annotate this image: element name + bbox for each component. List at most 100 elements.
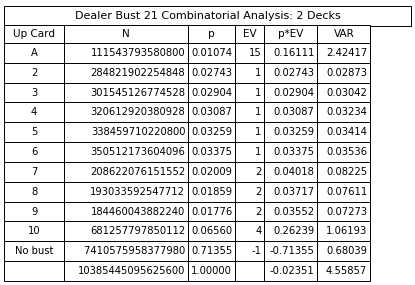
Bar bbox=[64, 83, 188, 103]
Text: 193033592547712: 193033592547712 bbox=[90, 187, 186, 197]
Bar bbox=[64, 25, 188, 43]
Bar bbox=[264, 241, 317, 261]
Bar bbox=[235, 43, 264, 63]
Bar bbox=[188, 221, 235, 241]
Text: -1: -1 bbox=[251, 246, 261, 256]
Bar bbox=[264, 142, 317, 162]
Text: 0.06560: 0.06560 bbox=[191, 226, 232, 237]
Text: 2: 2 bbox=[255, 167, 261, 177]
Text: 681257797850112: 681257797850112 bbox=[90, 226, 186, 237]
Bar bbox=[264, 63, 317, 83]
Bar bbox=[188, 122, 235, 142]
Text: 7: 7 bbox=[31, 167, 37, 177]
Bar bbox=[4, 43, 64, 63]
Text: 4: 4 bbox=[255, 226, 261, 237]
Text: 0.03536: 0.03536 bbox=[326, 147, 367, 157]
Bar bbox=[317, 241, 370, 261]
Bar bbox=[188, 43, 235, 63]
Text: 111543793580800: 111543793580800 bbox=[91, 48, 186, 58]
Bar bbox=[264, 261, 317, 281]
Text: 0.71355: 0.71355 bbox=[191, 246, 232, 256]
Text: 0.26239: 0.26239 bbox=[273, 226, 315, 237]
Text: 4: 4 bbox=[31, 107, 37, 117]
Text: 0.04018: 0.04018 bbox=[273, 167, 315, 177]
Bar bbox=[4, 162, 64, 182]
Text: Dealer Bust 21 Combinatorial Analysis: 2 Decks: Dealer Bust 21 Combinatorial Analysis: 2… bbox=[75, 11, 340, 21]
Text: 0.02904: 0.02904 bbox=[273, 87, 315, 97]
Text: VAR: VAR bbox=[334, 29, 354, 39]
Bar bbox=[235, 122, 264, 142]
Bar bbox=[64, 43, 188, 63]
Bar bbox=[4, 202, 64, 221]
Text: 0.02743: 0.02743 bbox=[191, 68, 232, 78]
Bar bbox=[188, 241, 235, 261]
Bar bbox=[317, 63, 370, 83]
Bar bbox=[264, 221, 317, 241]
Bar bbox=[235, 63, 264, 83]
Bar bbox=[4, 25, 64, 43]
Bar bbox=[64, 221, 188, 241]
Bar bbox=[264, 202, 317, 221]
Bar bbox=[188, 202, 235, 221]
Bar bbox=[188, 83, 235, 103]
Bar bbox=[4, 122, 64, 142]
Text: 0.02743: 0.02743 bbox=[273, 68, 315, 78]
Bar bbox=[188, 162, 235, 182]
Text: 284821902254848: 284821902254848 bbox=[91, 68, 186, 78]
Text: 0.03375: 0.03375 bbox=[191, 147, 232, 157]
Text: 1: 1 bbox=[255, 147, 261, 157]
Bar bbox=[64, 63, 188, 83]
Bar bbox=[188, 182, 235, 202]
Bar bbox=[4, 63, 64, 83]
Text: 0.03234: 0.03234 bbox=[327, 107, 367, 117]
Text: 0.03717: 0.03717 bbox=[273, 187, 315, 197]
Bar bbox=[64, 162, 188, 182]
Bar bbox=[235, 261, 264, 281]
Text: 0.16111: 0.16111 bbox=[273, 48, 315, 58]
Bar bbox=[235, 83, 264, 103]
Bar bbox=[235, 142, 264, 162]
Bar bbox=[4, 221, 64, 241]
Bar bbox=[264, 122, 317, 142]
Text: 301545126774528: 301545126774528 bbox=[90, 87, 186, 97]
Bar bbox=[317, 162, 370, 182]
Text: 2: 2 bbox=[255, 187, 261, 197]
Bar bbox=[235, 241, 264, 261]
Text: 0.03414: 0.03414 bbox=[327, 127, 367, 137]
Bar bbox=[235, 221, 264, 241]
Text: 0.03552: 0.03552 bbox=[273, 207, 315, 217]
Text: 10: 10 bbox=[28, 226, 40, 237]
Bar bbox=[4, 182, 64, 202]
Bar bbox=[264, 162, 317, 182]
Text: 4.55857: 4.55857 bbox=[326, 266, 367, 276]
Text: N: N bbox=[122, 29, 130, 39]
Text: 3: 3 bbox=[31, 87, 37, 97]
Bar bbox=[317, 261, 370, 281]
Bar bbox=[264, 83, 317, 103]
Text: 6: 6 bbox=[31, 147, 37, 157]
Bar bbox=[317, 122, 370, 142]
Bar bbox=[235, 25, 264, 43]
Bar bbox=[4, 241, 64, 261]
Bar bbox=[317, 202, 370, 221]
Text: 0.68039: 0.68039 bbox=[326, 246, 367, 256]
Text: 9: 9 bbox=[31, 207, 37, 217]
Bar bbox=[64, 241, 188, 261]
Text: 0.01859: 0.01859 bbox=[191, 187, 232, 197]
Text: 184460043882240: 184460043882240 bbox=[91, 207, 186, 217]
Text: 350512173604096: 350512173604096 bbox=[90, 147, 186, 157]
Text: p*EV: p*EV bbox=[278, 29, 304, 39]
Text: 1: 1 bbox=[255, 107, 261, 117]
Text: 0.01074: 0.01074 bbox=[191, 48, 232, 58]
Text: -0.02351: -0.02351 bbox=[270, 266, 315, 276]
Text: 1: 1 bbox=[255, 68, 261, 78]
Text: Up Card: Up Card bbox=[13, 29, 55, 39]
Bar bbox=[264, 25, 317, 43]
Text: 338459710220800: 338459710220800 bbox=[91, 127, 186, 137]
Text: 1: 1 bbox=[255, 127, 261, 137]
Bar bbox=[235, 162, 264, 182]
Text: 0.03259: 0.03259 bbox=[273, 127, 315, 137]
Bar bbox=[317, 221, 370, 241]
Text: 5: 5 bbox=[31, 127, 37, 137]
Bar bbox=[4, 83, 64, 103]
